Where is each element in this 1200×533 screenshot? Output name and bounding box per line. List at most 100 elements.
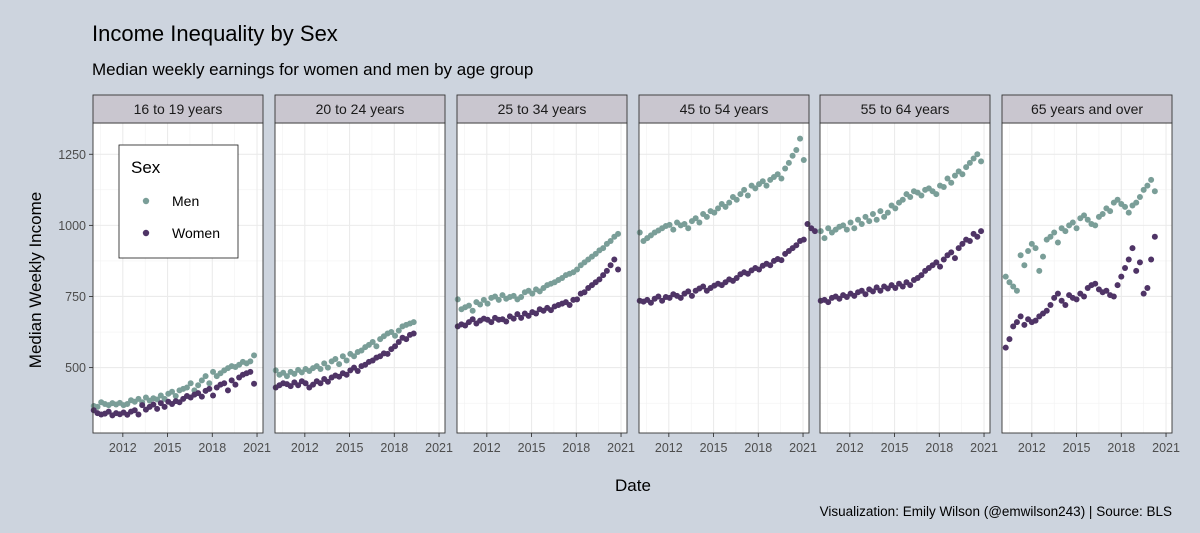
point-women [1140, 290, 1147, 297]
point-men [484, 300, 491, 307]
point-women [131, 407, 138, 414]
point-men [855, 216, 862, 223]
point-men [195, 382, 202, 389]
point-men [1148, 176, 1155, 183]
point-women [1062, 302, 1069, 309]
point-men [469, 307, 476, 314]
point-women [1136, 259, 1143, 266]
point-men [933, 191, 940, 198]
point-women [1054, 290, 1061, 297]
point-women [951, 255, 958, 262]
point-women [600, 272, 607, 279]
point-women [1051, 294, 1058, 301]
point-men [1036, 267, 1043, 274]
legend: Sex Men Women [118, 144, 239, 259]
point-men [970, 155, 977, 162]
facet-strip [1001, 94, 1173, 124]
point-women [607, 262, 614, 269]
point-men [1040, 253, 1047, 260]
point-men [251, 352, 258, 359]
point-women [933, 259, 940, 266]
point-men [1073, 225, 1080, 232]
point-women [869, 288, 876, 295]
point-women [959, 240, 966, 247]
point-men [1114, 196, 1121, 203]
point-men [703, 213, 710, 220]
point-men [1151, 188, 1158, 195]
point-women [1144, 284, 1151, 291]
point-women [1133, 267, 1140, 274]
point-women [198, 393, 205, 400]
point-men [518, 294, 525, 301]
x-tick-label: 2012 [109, 441, 137, 455]
point-men [778, 175, 785, 182]
point-men [324, 364, 331, 371]
point-men [869, 211, 876, 218]
point-women [940, 256, 947, 263]
point-men [733, 196, 740, 203]
point-women [157, 400, 164, 407]
point-women [1114, 282, 1121, 289]
point-men [454, 296, 461, 303]
x-tick-label: 2021 [789, 441, 817, 455]
point-men [332, 356, 339, 363]
point-men [187, 380, 194, 387]
point-men [862, 213, 869, 220]
point-women [1017, 313, 1024, 320]
point-men [198, 377, 205, 384]
point-women [1103, 287, 1110, 294]
point-men [907, 193, 914, 200]
point-women [247, 368, 254, 375]
point-women [596, 276, 603, 283]
x-tick-label: 2018 [925, 441, 953, 455]
point-men [529, 290, 536, 297]
point-men [574, 266, 581, 273]
point-men [369, 338, 376, 345]
point-women [105, 408, 112, 415]
x-tick-label: 2018 [380, 441, 408, 455]
point-men [881, 213, 888, 220]
point-women [1151, 233, 1158, 240]
point-women [392, 343, 399, 350]
point-women [324, 378, 331, 385]
point-men [873, 216, 880, 223]
point-men [821, 235, 828, 242]
point-men [480, 296, 487, 303]
point-women [907, 282, 914, 289]
point-men [866, 218, 873, 225]
facet-strip [819, 94, 991, 124]
point-men [1017, 252, 1024, 259]
point-women [1006, 336, 1013, 343]
legend-key-women [142, 229, 150, 237]
point-men [1047, 233, 1054, 240]
y-tick-label: 750 [65, 290, 86, 304]
facet-strip-label: 20 to 24 years [316, 101, 405, 117]
facet-strip [92, 94, 264, 124]
point-men [800, 156, 807, 163]
point-men [206, 380, 213, 387]
facet-strip-label: 25 to 34 years [498, 101, 587, 117]
x-tick-label: 2018 [562, 441, 590, 455]
point-women [503, 318, 510, 325]
point-men [600, 245, 607, 252]
point-women [232, 381, 239, 388]
x-tick-label: 2015 [336, 441, 364, 455]
point-women [469, 316, 476, 323]
facet-strip [638, 94, 810, 124]
point-women [210, 392, 217, 399]
y-tick-label: 500 [65, 361, 86, 375]
point-men [737, 191, 744, 198]
point-women [659, 297, 666, 304]
point-women [767, 262, 774, 269]
point-men [154, 396, 161, 403]
point-women [647, 299, 654, 306]
point-women [547, 307, 554, 314]
point-men [465, 302, 472, 309]
panel-6: 65 years and over 2012 2015 2018 2021 [1001, 94, 1180, 455]
point-men [948, 179, 955, 186]
point-men [495, 296, 502, 303]
x-tick-label: 2021 [1152, 441, 1180, 455]
x-tick-label: 2012 [655, 441, 683, 455]
point-men [666, 221, 673, 228]
point-men [692, 215, 699, 222]
